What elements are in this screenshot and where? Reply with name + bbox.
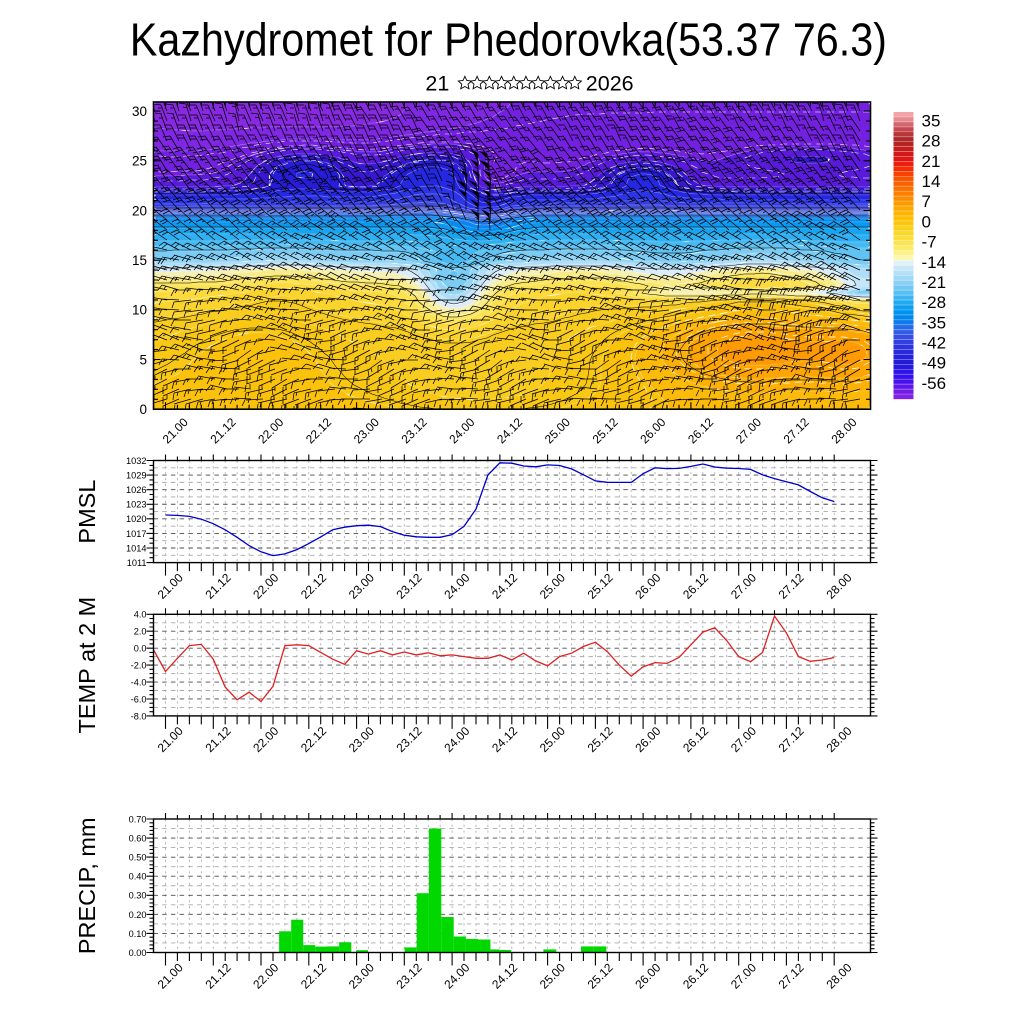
svg-text:-14: -14: [922, 253, 947, 272]
svg-text:0.30: 0.30: [129, 891, 147, 901]
svg-text:1029: 1029: [126, 471, 146, 481]
svg-text:1026: 1026: [126, 485, 146, 495]
svg-text:TEMP at 2 M: TEMP at 2 M: [74, 597, 100, 734]
svg-text:PRECIP, mm: PRECIP, mm: [74, 817, 100, 954]
svg-text:-42: -42: [922, 334, 947, 353]
svg-text:0.00: 0.00: [129, 948, 147, 958]
svg-text:-2.0: -2.0: [131, 661, 147, 671]
svg-text:0.0: 0.0: [134, 644, 147, 654]
svg-text:25: 25: [132, 154, 147, 169]
svg-text:20: 20: [132, 203, 147, 218]
svg-text:0.40: 0.40: [129, 872, 147, 882]
svg-text:0.60: 0.60: [129, 834, 147, 844]
svg-text:30: 30: [132, 104, 147, 119]
svg-text:7: 7: [922, 192, 931, 211]
svg-text:Kazhydromet for Phedorovka(53.: Kazhydromet for Phedorovka(53.37 76.3): [130, 14, 887, 66]
svg-text:1011: 1011: [127, 558, 147, 568]
svg-text:-35: -35: [922, 313, 947, 332]
svg-text:28: 28: [922, 132, 941, 151]
svg-text:0.50: 0.50: [129, 853, 147, 863]
svg-text:-6.0: -6.0: [131, 694, 147, 704]
svg-text:-7: -7: [922, 233, 937, 252]
svg-text:1023: 1023: [126, 500, 146, 510]
svg-text:-28: -28: [922, 293, 947, 312]
svg-text:-4.0: -4.0: [131, 677, 147, 687]
svg-text:21: 21: [922, 152, 941, 171]
svg-text:5: 5: [139, 352, 147, 367]
svg-text:2.0: 2.0: [134, 627, 147, 637]
svg-text:-8.0: -8.0: [131, 711, 147, 721]
svg-text:1017: 1017: [126, 529, 146, 539]
svg-text:0.70: 0.70: [129, 814, 147, 824]
svg-text:-49: -49: [922, 354, 947, 373]
svg-text:10: 10: [132, 303, 147, 318]
svg-text:0.20: 0.20: [129, 910, 147, 920]
svg-text:2026: 2026: [586, 72, 634, 96]
svg-text:4.0: 4.0: [134, 610, 147, 620]
svg-text:0: 0: [139, 402, 147, 417]
svg-text:0.10: 0.10: [129, 929, 147, 939]
svg-text:0: 0: [922, 212, 931, 231]
svg-text:21: 21: [425, 72, 449, 96]
svg-text:PMSL: PMSL: [74, 480, 100, 544]
svg-text:15: 15: [132, 253, 147, 268]
svg-text:35: 35: [922, 112, 941, 131]
svg-text:-56: -56: [922, 374, 947, 393]
svg-text:-21: -21: [922, 273, 947, 292]
svg-text:1032: 1032: [126, 456, 146, 466]
svg-text:1020: 1020: [126, 514, 146, 524]
svg-text:1014: 1014: [126, 543, 146, 553]
svg-text:14: 14: [922, 172, 941, 191]
